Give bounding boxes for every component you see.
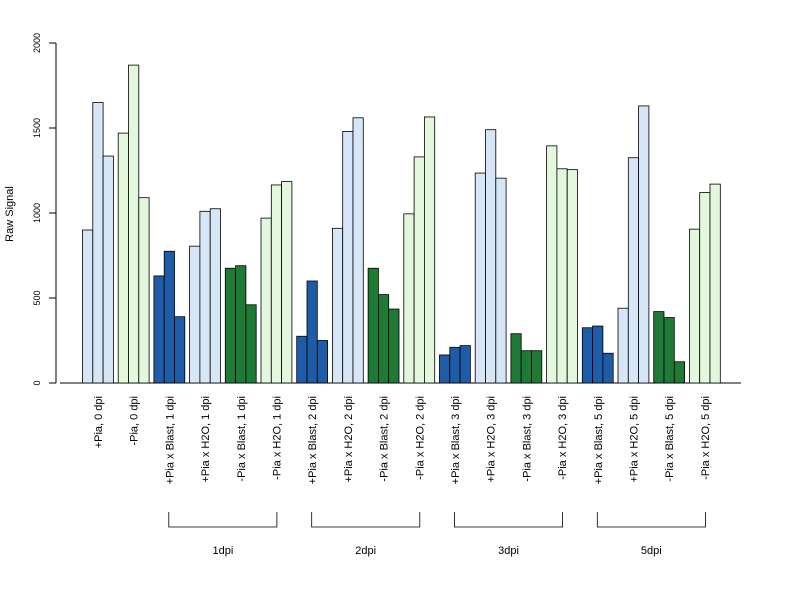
x-tick-label: +Pia x Blast, 1 dpi	[164, 396, 176, 484]
bar	[709, 183, 721, 384]
group-label: 2dpi	[355, 545, 376, 557]
group-bracket-line	[596, 512, 706, 528]
group-label: 3dpi	[498, 545, 519, 557]
x-tick-label: +Pia x H2O, 2 dpi	[343, 396, 355, 483]
group-brackets: 1dpi 2dpi 3dpi 5dpi	[168, 512, 706, 557]
bar	[627, 157, 639, 384]
bar	[199, 210, 211, 384]
bar	[138, 197, 150, 384]
x-tick-label: -Pia x H2O, 1 dpi	[271, 396, 283, 480]
bar	[174, 316, 186, 384]
bar	[209, 208, 221, 384]
bar	[689, 228, 701, 384]
bar	[224, 267, 237, 384]
bar	[388, 308, 400, 384]
bar	[102, 155, 114, 384]
bar	[270, 184, 282, 384]
bar	[342, 130, 354, 384]
bar	[673, 361, 685, 384]
bar	[153, 275, 165, 384]
group-bracket: 3dpi	[454, 512, 563, 557]
bar	[485, 129, 497, 384]
x-tick-label: -Pia, 0 dpi	[129, 396, 141, 446]
x-tick-label: +Pia x H2O, 1 dpi	[200, 396, 212, 483]
bar	[316, 340, 328, 384]
bar	[296, 335, 308, 384]
group-bracket-line	[311, 512, 421, 528]
bar	[556, 168, 568, 384]
group-bracket: 5dpi	[596, 512, 706, 557]
bar	[413, 156, 425, 384]
y-tick-label: 2000	[32, 33, 42, 53]
group-bracket-line	[168, 512, 278, 528]
bar	[352, 117, 364, 384]
x-tick-label: -Pia x Blast, 5 dpi	[664, 396, 676, 482]
x-tick-label: +Pia x H2O, 3 dpi	[486, 396, 498, 483]
bar	[367, 267, 379, 384]
y-axis: 0 500 1000 1500 2000	[32, 33, 57, 386]
bar	[245, 304, 257, 384]
bar	[638, 105, 650, 384]
bar	[699, 192, 711, 384]
group-bracket: 1dpi	[168, 512, 278, 557]
x-tick-label: -Pia x Blast, 1 dpi	[236, 396, 248, 482]
x-tick-label: +Pia x Blast, 3 dpi	[450, 396, 462, 484]
bar	[531, 350, 543, 384]
bar	[495, 177, 507, 384]
bar	[663, 317, 675, 384]
bar	[617, 307, 629, 384]
bar	[423, 116, 436, 384]
bar	[474, 172, 486, 384]
group-bracket-line	[454, 512, 563, 528]
bar	[449, 346, 461, 384]
bar	[546, 145, 558, 384]
group-label: 5dpi	[641, 545, 662, 557]
bar	[82, 229, 94, 384]
bar	[189, 245, 201, 384]
x-tick-label: +Pia x Blast, 2 dpi	[307, 396, 319, 484]
bar	[260, 217, 272, 384]
bar	[566, 169, 578, 384]
y-tick-label: 500	[32, 290, 42, 305]
y-axis-label: Raw Signal	[4, 186, 16, 242]
bar	[306, 280, 318, 384]
x-tick-label: +Pia x Blast, 5 dpi	[593, 396, 605, 484]
x-tick-label: -Pia x Blast, 2 dpi	[379, 396, 391, 482]
bar	[459, 345, 471, 384]
bar	[510, 333, 522, 384]
x-tick-label: -Pia x H2O, 3 dpi	[557, 396, 569, 480]
bar	[163, 250, 175, 384]
y-tick-label: 1500	[32, 118, 42, 138]
x-tick-label: -Pia x H2O, 2 dpi	[414, 396, 426, 480]
group-bracket: 2dpi	[311, 512, 421, 557]
bar	[128, 64, 140, 384]
bar	[653, 311, 665, 384]
bar	[117, 132, 129, 384]
bar	[592, 325, 604, 384]
y-tick-label: 1000	[32, 203, 42, 223]
x-tick-labels: +Pia, 0 dpi -Pia, 0 dpi +Pia x Blast, 1 dp…	[93, 396, 712, 484]
bar	[235, 265, 247, 384]
x-tick-label: +Pia, 0 dpi	[93, 396, 105, 448]
bar	[92, 102, 104, 384]
bar	[377, 294, 390, 384]
y-tick-label: 0	[32, 380, 42, 385]
x-tick-label: +Pia x H2O, 5 dpi	[628, 396, 640, 483]
group-label: 1dpi	[213, 545, 234, 557]
bar	[520, 350, 532, 384]
bar	[581, 327, 593, 384]
x-tick-label: -Pia x Blast, 3 dpi	[521, 396, 533, 482]
bar	[331, 227, 344, 384]
bar	[281, 181, 293, 384]
bar	[403, 213, 415, 384]
bar	[602, 352, 614, 384]
bar	[439, 354, 451, 384]
bars	[82, 64, 721, 384]
x-tick-label: -Pia x H2O, 5 dpi	[700, 396, 712, 480]
